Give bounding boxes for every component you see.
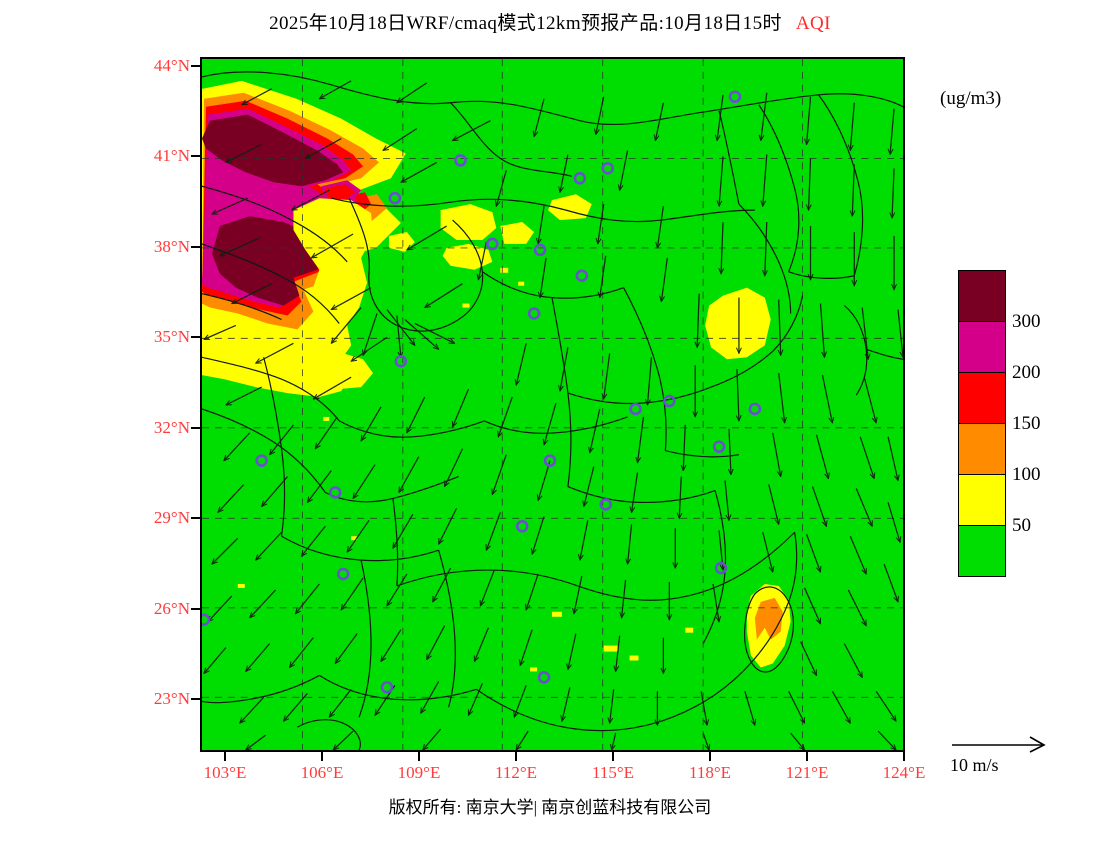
y-tick-label-29N: 29°N: [153, 508, 190, 527]
x-tick-mark: [806, 752, 808, 761]
colorbar-label-150: 150: [1012, 413, 1041, 434]
colorbar-label-50: 50: [1012, 515, 1031, 536]
title-text: 2025年10月18日WRF/cmaq模式12km预报产品:10月18日15时: [269, 13, 782, 34]
x-tick-mark: [224, 752, 226, 761]
y-tick-mark: [191, 246, 200, 248]
y-tick-mark: [191, 155, 200, 157]
wind-scale-label: 10 m/s: [950, 755, 999, 775]
x-tick-mark: [418, 752, 420, 761]
x-tick-mark: [612, 752, 614, 761]
x-tick-label-106E: 106°E: [300, 763, 344, 782]
y-tick-mark: [191, 608, 200, 610]
x-tick-mark: [515, 752, 517, 761]
x-tick-label-109E: 109°E: [397, 763, 441, 782]
y-tick-mark: [191, 698, 200, 700]
page-title: 2025年10月18日WRF/cmaq模式12km预报产品:10月18日15时 A…: [0, 8, 1100, 35]
y-tick-mark: [191, 427, 200, 429]
y-tick-label-23N: 23°N: [153, 689, 190, 708]
y-tick-label-32N: 32°N: [153, 418, 190, 437]
x-tick-mark: [709, 752, 711, 761]
x-tick-mark: [321, 752, 323, 761]
colorbar-unit-label: (ug/m3): [940, 88, 1002, 109]
colorbar-label-200: 200: [1012, 362, 1041, 383]
y-tick-mark: [191, 65, 200, 67]
colorbar-label-300: 300: [1012, 311, 1041, 332]
forecast-map[interactable]: [200, 57, 905, 752]
y-tick-label-41N: 41°N: [153, 146, 190, 165]
x-tick-label-112E: 112°E: [494, 763, 538, 782]
x-tick-label-103E: 103°E: [203, 763, 247, 782]
x-tick-label-121E: 121°E: [785, 763, 829, 782]
colorbar-band-150-200: [959, 373, 1005, 424]
copyright-footer: 版权所有: 南京大学| 南京创蓝科技有限公司: [388, 798, 712, 817]
colorbar-band-50-100: [959, 475, 1005, 526]
y-tick-mark: [191, 517, 200, 519]
y-tick-mark: [191, 336, 200, 338]
colorbar-band-300plus: [959, 271, 1005, 322]
map-overlay: [202, 59, 903, 750]
y-tick-label-44N: 44°N: [153, 56, 190, 75]
colorbar-band-100-150: [959, 424, 1005, 475]
title-variable: AQI: [795, 13, 831, 34]
y-tick-label-35N: 35°N: [153, 327, 190, 346]
x-tick-label-124E: 124°E: [882, 763, 926, 782]
x-tick-label-115E: 115°E: [591, 763, 635, 782]
x-tick-label-118E: 118°E: [688, 763, 732, 782]
wind-scale-legend: 10 m/s: [950, 735, 1080, 776]
y-tick-label-26N: 26°N: [153, 599, 190, 618]
colorbar-band-0-50: [959, 526, 1005, 576]
y-tick-label-38N: 38°N: [153, 237, 190, 256]
x-tick-mark: [903, 752, 905, 761]
colorbar-label-100: 100: [1012, 464, 1041, 485]
aqi-contour-field: [202, 59, 903, 750]
arrow-right-icon: [950, 735, 1080, 757]
colorbar-band-200-300: [959, 322, 1005, 373]
colorbar[interactable]: [958, 270, 1006, 577]
